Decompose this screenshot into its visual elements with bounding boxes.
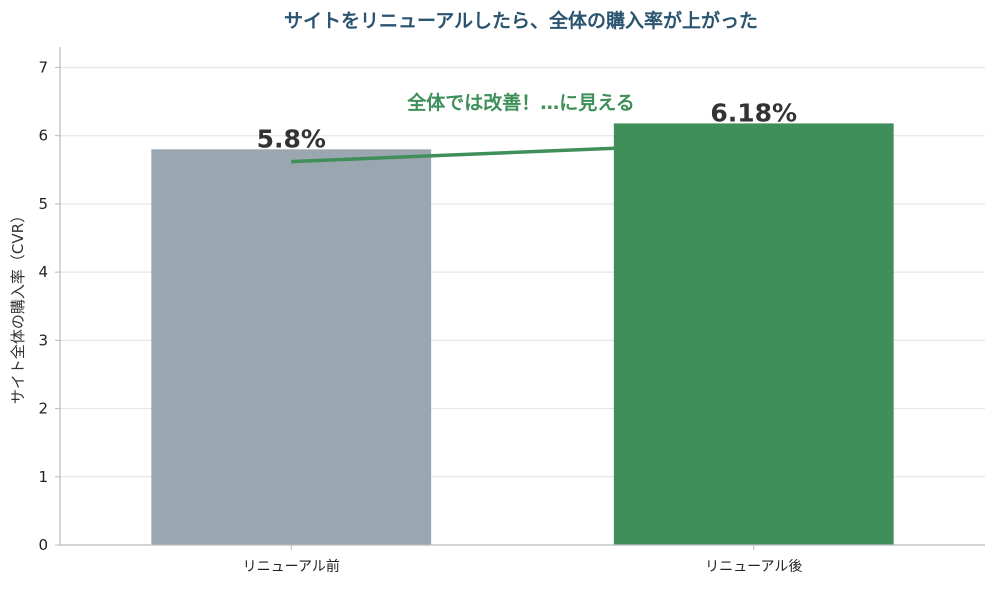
y-tick-label: 3	[38, 331, 48, 349]
bar	[151, 149, 432, 545]
y-tick-label: 7	[38, 58, 48, 76]
annotation: 全体では改善！…に見える	[291, 91, 754, 164]
y-tick-labels: 0 1 2 3 4 5 6 7	[38, 58, 48, 554]
axes	[55, 47, 985, 550]
y-tick-label: 5	[38, 195, 48, 213]
y-tick-label: 1	[38, 468, 48, 486]
annotation-text: 全体では改善！…に見える	[406, 91, 634, 114]
x-tick-label: リニューアル前	[243, 558, 340, 575]
data-label: 6.18%	[710, 98, 797, 127]
data-label: 5.8%	[257, 124, 326, 153]
y-tick-label: 6	[38, 127, 48, 145]
data-labels: 5.8% 6.18%	[257, 98, 798, 153]
x-tick-labels: リニューアル前 リニューアル後	[243, 558, 803, 575]
y-tick-label: 0	[38, 536, 48, 554]
bar	[613, 123, 894, 545]
y-tick-label: 4	[38, 263, 48, 281]
y-tick-label: 2	[38, 400, 48, 418]
bars	[151, 123, 894, 545]
x-tick-label: リニューアル後	[705, 559, 802, 575]
y-axis-title: サイト全体の購入率（CVR）	[9, 208, 27, 404]
trend-line	[291, 140, 754, 164]
chart-title: サイトをリニューアルしたら、全体の購入率が上がった	[284, 9, 758, 32]
